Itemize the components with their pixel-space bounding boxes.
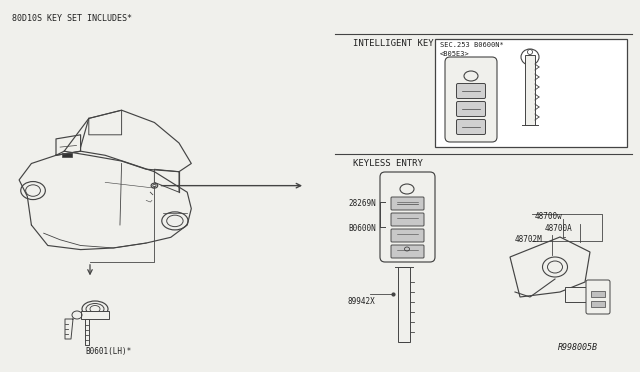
Text: 48700w: 48700w [535,212,563,221]
Bar [81,311,109,319]
Text: R998005B: R998005B [558,343,598,352]
FancyBboxPatch shape [456,83,486,99]
Bar [565,287,595,302]
Text: <B05E3>: <B05E3> [440,51,470,57]
FancyBboxPatch shape [456,102,486,116]
Text: 28269N: 28269N [348,199,376,208]
Text: 80D10S KEY SET INCLUDES*: 80D10S KEY SET INCLUDES* [12,14,132,23]
Bar [591,291,605,297]
Text: 48700A: 48700A [545,224,573,233]
FancyBboxPatch shape [391,245,424,258]
Bar [591,301,605,307]
Text: KEYLESS ENTRY: KEYLESS ENTRY [353,159,423,168]
Text: 48702M: 48702M [515,235,543,244]
FancyBboxPatch shape [391,197,424,210]
FancyBboxPatch shape [391,229,424,242]
Text: B0600N: B0600N [348,224,376,233]
FancyBboxPatch shape [456,119,486,135]
FancyBboxPatch shape [380,172,435,262]
Text: B0601(LH)*: B0601(LH)* [85,347,131,356]
FancyBboxPatch shape [391,213,424,226]
Text: INTELLIGENT KEY: INTELLIGENT KEY [353,39,434,48]
Bar [61,153,72,157]
Text: SEC.253 B0600N*: SEC.253 B0600N* [440,42,504,48]
Bar [398,267,410,342]
Text: 89942X: 89942X [348,297,376,306]
FancyBboxPatch shape [445,57,497,142]
Bar [435,39,627,147]
FancyBboxPatch shape [586,280,610,314]
Bar [525,55,535,125]
